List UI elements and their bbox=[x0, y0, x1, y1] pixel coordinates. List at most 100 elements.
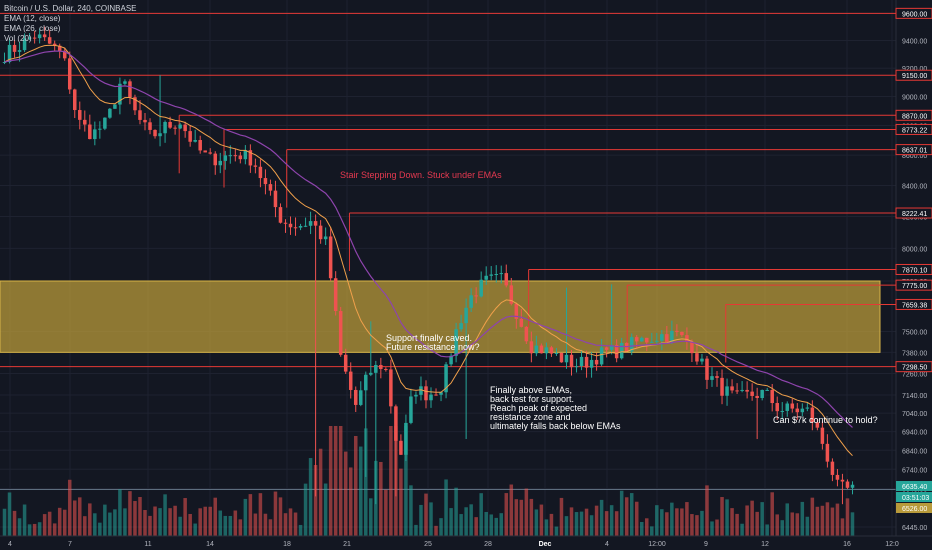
price-axis-background bbox=[896, 0, 932, 550]
volume-bar bbox=[293, 512, 298, 536]
level-price-tag bbox=[895, 279, 932, 291]
volume-bar bbox=[2, 508, 7, 536]
candle-body bbox=[253, 165, 258, 167]
volume-bar bbox=[323, 483, 328, 536]
candle-body bbox=[113, 104, 117, 109]
candle-body bbox=[574, 366, 579, 368]
time-tick-label: Dec bbox=[539, 541, 552, 548]
candle-body bbox=[424, 386, 428, 401]
volume-bar bbox=[594, 505, 599, 536]
price-axis[interactable]: 9600.009400.009200.009000.008800.008600.… bbox=[895, 0, 932, 550]
volume-bar bbox=[83, 516, 87, 536]
price-tick-label: 7040.00 bbox=[902, 411, 927, 418]
candle-body bbox=[399, 440, 403, 455]
volume-bar bbox=[604, 511, 609, 536]
level-price-label: 8870.00 bbox=[902, 113, 927, 120]
volume-bar bbox=[389, 426, 393, 536]
candle-body bbox=[32, 37, 37, 39]
candle-body bbox=[308, 221, 313, 226]
volume-bar bbox=[444, 479, 448, 536]
volume-bar bbox=[494, 517, 498, 536]
candle-body bbox=[353, 389, 358, 405]
candle-body bbox=[529, 341, 534, 354]
time-axis[interactable]: 4 7 11 14 18 21 25 28 Dec 4 12:00 9 12 16 12:0 bbox=[0, 535, 932, 550]
volume-bar bbox=[263, 513, 268, 536]
level-price-label: 8222.41 bbox=[902, 211, 927, 218]
candle-body bbox=[384, 369, 388, 371]
candle-body bbox=[414, 394, 418, 397]
volume-bar bbox=[57, 507, 62, 536]
volume-bar bbox=[278, 497, 283, 536]
volume-bar bbox=[103, 504, 107, 536]
candle-body bbox=[434, 394, 438, 396]
candle-body bbox=[193, 139, 197, 142]
volume-bar bbox=[364, 428, 368, 536]
volume-bar bbox=[614, 511, 619, 536]
price-tick-label: 8400.00 bbox=[902, 183, 927, 190]
volume-bars bbox=[2, 426, 855, 536]
volume-legend[interactable]: Vol (20) bbox=[4, 34, 32, 43]
volume-bar bbox=[379, 461, 383, 536]
current-price-label: 6635.40 bbox=[902, 484, 927, 491]
horizontal-levels bbox=[0, 12, 896, 490]
level-price-tag bbox=[895, 207, 932, 219]
level-price-tag bbox=[895, 109, 932, 121]
volume-bar bbox=[414, 524, 418, 536]
volume-bar bbox=[629, 493, 634, 536]
candle-body bbox=[509, 285, 514, 304]
volume-bar bbox=[17, 518, 22, 536]
volume-bar bbox=[780, 520, 785, 536]
candle-body bbox=[745, 389, 749, 392]
level-price-tag bbox=[895, 144, 932, 156]
volume-bar bbox=[564, 516, 569, 536]
volume-bar bbox=[218, 510, 223, 536]
candle-body bbox=[604, 347, 609, 350]
candle-body bbox=[680, 331, 684, 336]
price-tick-label: 7380.00 bbox=[902, 350, 927, 357]
volume-bar bbox=[22, 504, 27, 536]
candle-body bbox=[223, 155, 228, 161]
annotation-text: resistance zone and bbox=[490, 412, 571, 422]
volume-bar bbox=[464, 507, 468, 536]
level-price-label: 9150.00 bbox=[902, 73, 927, 80]
volume-bar bbox=[67, 479, 72, 536]
volume-bar bbox=[173, 505, 177, 536]
volume-bar bbox=[795, 513, 800, 536]
candle-body bbox=[639, 337, 644, 342]
volume-bar bbox=[198, 508, 202, 536]
ema26-legend[interactable]: EMA (26, close) bbox=[4, 24, 61, 33]
candle-body bbox=[128, 81, 132, 98]
volume-bar bbox=[830, 507, 835, 536]
volume-bar bbox=[740, 523, 744, 536]
annotation-text: ultimately falls back below EMAs bbox=[490, 421, 621, 431]
candle-body bbox=[609, 344, 614, 350]
symbol-title[interactable]: Bitcoin / U.S. Dollar, 240, COINBASE bbox=[4, 4, 137, 13]
annotation-text: Future resistance now? bbox=[386, 342, 480, 352]
volume-bar bbox=[845, 498, 850, 536]
volume-bar bbox=[720, 497, 724, 536]
candle-body bbox=[474, 295, 478, 297]
candle-body bbox=[57, 45, 62, 51]
time-tick-label: 16 bbox=[843, 541, 851, 548]
candle-body bbox=[243, 150, 248, 160]
volume-bar bbox=[574, 512, 579, 536]
annotation-text: Support finally caved. bbox=[386, 333, 472, 343]
ema12-legend[interactable]: EMA (12, close) bbox=[4, 14, 61, 23]
volume-bar bbox=[449, 508, 453, 536]
candle-body bbox=[484, 275, 488, 280]
volume-bar bbox=[499, 513, 504, 536]
candle-body bbox=[203, 150, 207, 153]
volume-bar bbox=[469, 504, 473, 536]
candle-body bbox=[845, 481, 850, 488]
candle-body bbox=[840, 479, 845, 482]
volume-bar bbox=[765, 524, 769, 536]
volume-bar bbox=[474, 517, 478, 536]
volume-bar bbox=[93, 513, 97, 536]
volume-bar bbox=[143, 509, 147, 536]
volume-bar bbox=[599, 499, 604, 536]
volume-bar bbox=[544, 519, 549, 536]
candle-body bbox=[780, 410, 785, 412]
candle-body bbox=[88, 124, 92, 140]
volume-bar bbox=[228, 515, 233, 536]
